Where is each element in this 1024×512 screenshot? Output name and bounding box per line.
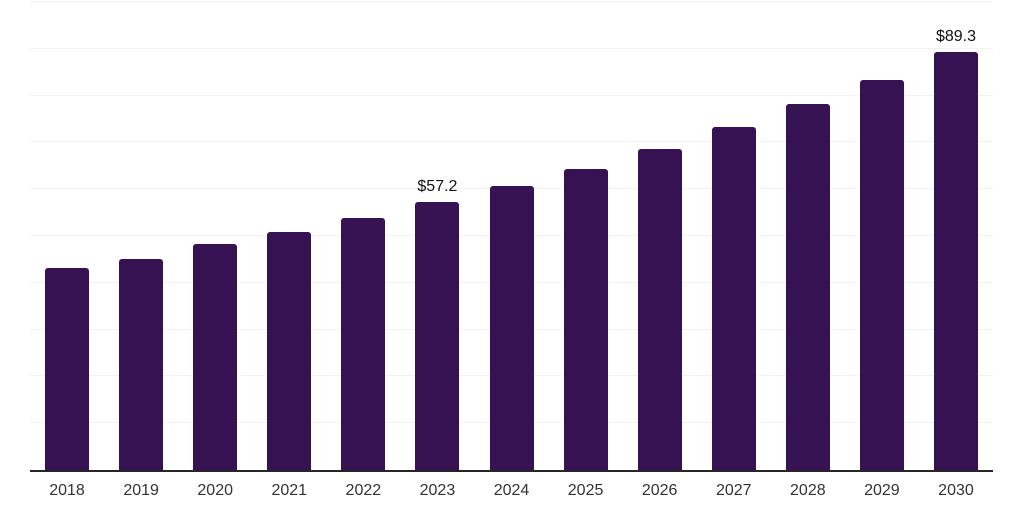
- gridline-100: [30, 1, 993, 2]
- bar-2029: [859, 79, 904, 470]
- x-tick-label-2023: 2023: [419, 482, 456, 499]
- x-tick-label-2018: 2018: [49, 482, 85, 499]
- bar-slot-2028: [771, 2, 845, 470]
- plot-area: $57.2 $89.3: [30, 1, 993, 472]
- bar-slot-2022: [326, 2, 400, 470]
- bar-2025: [563, 168, 608, 470]
- gridline-90: [30, 47, 993, 49]
- bar-slot-2029: [845, 2, 919, 470]
- bar-slot-2025: [549, 2, 623, 470]
- bar-slot-2030: $89.3: [919, 2, 993, 470]
- bar-2018: [45, 267, 90, 470]
- x-tick-label-2020: 2020: [197, 482, 233, 499]
- x-tick-label-2026: 2026: [641, 482, 678, 499]
- x-axis: 2018 2019 2020 2021 2022 2023 2024 2025 2026 2027…: [30, 482, 993, 500]
- bar-2028: [785, 103, 830, 470]
- bar-2024: [489, 185, 534, 470]
- x-tick-label-2025: 2025: [567, 482, 604, 499]
- bar-2027: [711, 127, 756, 470]
- data-label-2030: $89.3: [935, 28, 976, 46]
- x-tick-label-2019: 2019: [123, 482, 159, 499]
- bar-slot-2019: [104, 2, 178, 470]
- bar-slot-2018: [30, 2, 104, 470]
- bar-slot-2021: [252, 2, 326, 470]
- bar-slot-2024: [474, 2, 548, 470]
- bar-slot-2023: $57.2: [400, 2, 474, 470]
- x-tick-label-2024: 2024: [493, 482, 530, 499]
- bar-slot-2027: [697, 2, 771, 470]
- gridline-70: [30, 141, 993, 143]
- bar-slots: $57.2 $89.3: [30, 2, 993, 470]
- x-tick-label-2028: 2028: [790, 482, 826, 499]
- bar-2023: [415, 202, 460, 470]
- x-tick-label-2022: 2022: [345, 482, 382, 499]
- x-tick-label-2029: 2029: [864, 482, 900, 499]
- bar-2026: [637, 148, 682, 470]
- bar-2019: [119, 258, 164, 470]
- x-tick-label-2030: 2030: [938, 482, 974, 499]
- bar-slot-2020: [178, 2, 252, 470]
- x-tick-label-2021: 2021: [271, 482, 308, 499]
- bar-2030: [933, 52, 978, 470]
- gridline-80: [30, 94, 993, 96]
- data-label-2023: $57.2: [417, 178, 458, 196]
- bar-2022: [341, 217, 386, 470]
- bar-slot-2026: [623, 2, 697, 470]
- x-tick-label-2027: 2027: [715, 482, 752, 499]
- bar-2021: [267, 231, 312, 470]
- bar-2020: [193, 243, 238, 470]
